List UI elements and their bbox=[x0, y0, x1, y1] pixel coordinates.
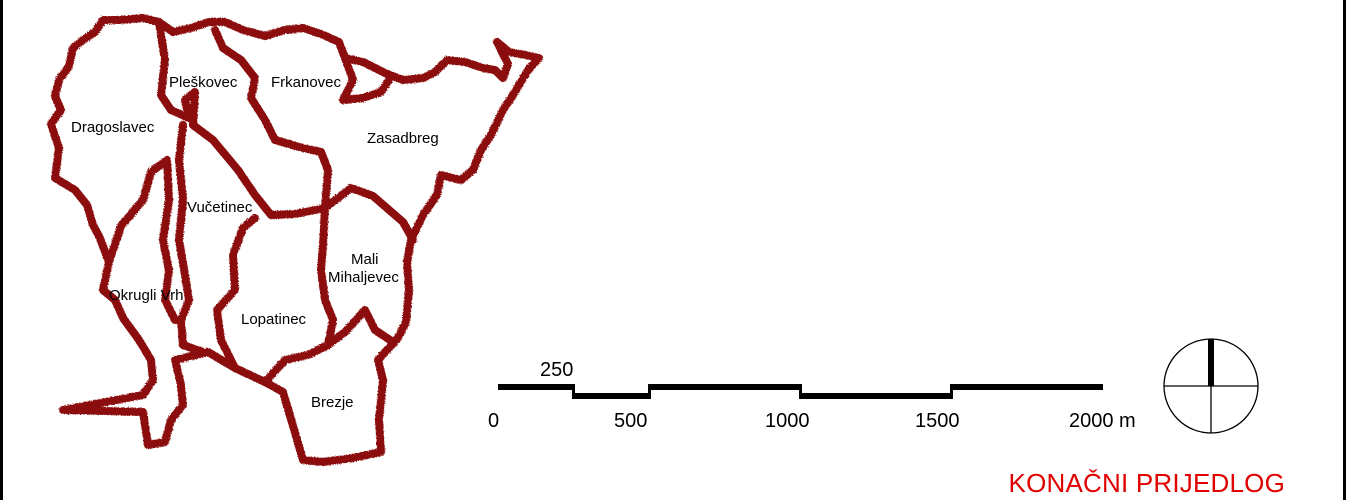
boundary-mali-left bbox=[265, 208, 333, 382]
label-brezje: Brezje bbox=[311, 394, 354, 411]
scale-tick-1500 bbox=[950, 384, 953, 399]
north-arrow-icon bbox=[1164, 339, 1258, 433]
boundary-lop-left bbox=[217, 218, 255, 368]
label-mihaljevec: Mihaljevec bbox=[328, 269, 399, 286]
boundary-plesk-frk bbox=[215, 30, 321, 152]
label-pleskovec: Pleškovec bbox=[169, 74, 238, 91]
label-vucetinec: Vučetinec bbox=[187, 199, 253, 216]
label-zasadbreg: Zasadbreg bbox=[367, 130, 439, 147]
scale-label-500: 500 bbox=[614, 410, 647, 432]
scale-tick-500 bbox=[648, 384, 651, 399]
scale-bar-segments bbox=[498, 384, 1103, 399]
scale-label-1000: 1000 bbox=[765, 410, 810, 432]
label-lopatinec: Lopatinec bbox=[241, 311, 307, 328]
map-canvas: Pleškovec Frkanovec Dragoslavec Zasadbre… bbox=[3, 0, 1343, 500]
boundary-dragoslavec-plesk bbox=[159, 22, 195, 118]
label-dragoslavec: Dragoslavec bbox=[71, 119, 155, 136]
scale-segment-1000-1500 bbox=[800, 393, 951, 399]
scale-segment-500-1000 bbox=[649, 384, 800, 390]
scale-segment-250-500 bbox=[573, 393, 649, 399]
scale-label-2000: 2000 m bbox=[1069, 410, 1136, 432]
map-title: KONAČNI PRIJEDLOG bbox=[1009, 468, 1285, 499]
boundary-brezje-top bbox=[328, 310, 393, 345]
scale-bar: 0 250 500 1000 1500 2000 m bbox=[488, 359, 1136, 432]
scale-tick-1000 bbox=[799, 384, 802, 399]
scale-segment-1500-2000 bbox=[951, 384, 1103, 390]
label-okrugli-vrh: Okrugli Vrh bbox=[109, 287, 183, 304]
label-frkanovec: Frkanovec bbox=[271, 74, 342, 91]
scale-label-250: 250 bbox=[540, 359, 573, 381]
boundary-left-inner bbox=[179, 125, 203, 352]
settlement-labels: Pleškovec Frkanovec Dragoslavec Zasadbre… bbox=[71, 74, 439, 411]
scale-tick-250 bbox=[572, 384, 575, 399]
boundary-zas-inner bbox=[321, 152, 413, 240]
scale-segment-0-250 bbox=[498, 384, 573, 390]
boundary-drag-okr bbox=[109, 160, 167, 262]
scale-label-0: 0 bbox=[488, 410, 499, 432]
label-mali: Mali bbox=[351, 251, 379, 268]
scale-label-1500: 1500 bbox=[915, 410, 960, 432]
